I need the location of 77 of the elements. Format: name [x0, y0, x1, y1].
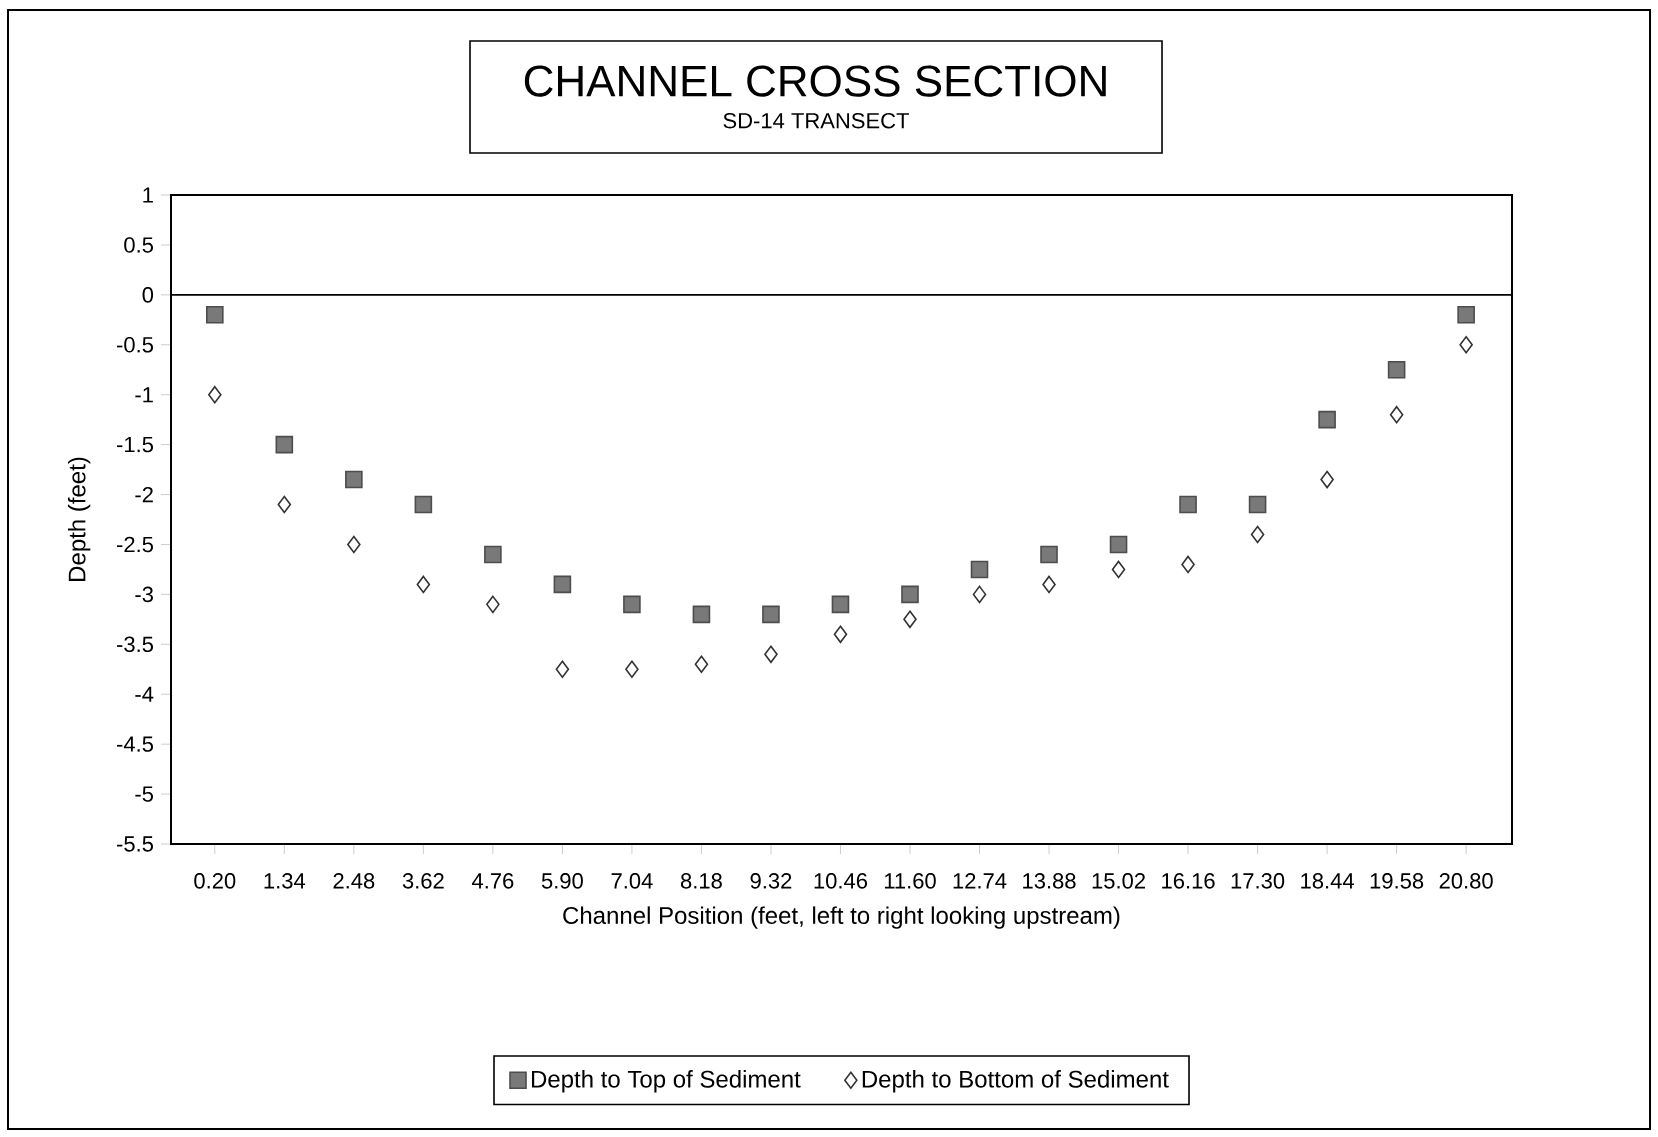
chart-title: CHANNEL CROSS SECTION: [524, 65, 1106, 97]
x-tick-label: 13.88: [1023, 873, 1076, 889]
y-tick-label: -5.5: [117, 836, 153, 852]
point: [1250, 525, 1265, 544]
y-tick-label: -4: [135, 686, 154, 702]
point: [206, 306, 224, 324]
x-tick-label: 10.46: [814, 873, 868, 889]
legend-label: Depth to Top of Sediment: [531, 1070, 801, 1093]
point: [970, 560, 989, 579]
y-tick-label: -0.5: [117, 337, 153, 353]
y-tick-label: -2.5: [117, 536, 153, 553]
point: [275, 435, 294, 454]
point: [277, 495, 292, 514]
y-tick-label: 0: [142, 287, 154, 303]
point: [831, 595, 850, 614]
point: [694, 655, 709, 674]
point: [484, 545, 502, 564]
point: [762, 605, 780, 624]
x-tick-label: 7.04: [611, 873, 653, 889]
point: [1459, 335, 1473, 354]
point: [1040, 545, 1058, 564]
y-tick-label: -2: [135, 486, 153, 503]
x-tick-label: 1.34: [264, 873, 306, 889]
x-tick-label: 16.16: [1162, 873, 1215, 889]
y-tick-label: -4.5: [117, 736, 153, 752]
x-tick-label: 11.60: [884, 873, 936, 889]
x-tick-label: 3.62: [402, 873, 444, 889]
x-tick-label: 20.80: [1439, 873, 1493, 889]
point: [833, 625, 848, 644]
x-tick-label: 5.90: [541, 873, 583, 889]
point: [901, 585, 919, 604]
point: [903, 610, 917, 629]
y-tick-label: -1: [135, 387, 153, 403]
y-tick-label: 1: [143, 187, 153, 203]
point: [972, 585, 987, 604]
x-tick-label: 15.02: [1092, 873, 1145, 889]
x-axis-title: Channel Position (feet, left to right looking upstream): [563, 906, 1120, 929]
point: [1387, 360, 1406, 379]
y-tick-label: -1.5: [117, 436, 153, 453]
point: [416, 575, 431, 594]
point: [555, 660, 570, 679]
point: [764, 645, 778, 664]
point: [1111, 560, 1126, 579]
x-tick-label: 0.20: [194, 873, 236, 889]
point: [553, 575, 572, 594]
legend-label: Depth to Bottom of Sediment: [862, 1070, 1169, 1093]
y-tick-label: -3.5: [117, 636, 153, 653]
point: [625, 660, 639, 679]
point: [1248, 495, 1267, 514]
point: [208, 385, 222, 404]
point: [486, 595, 500, 614]
x-tick-label: 12.74: [953, 873, 1007, 889]
y-tick-label: 0.5: [124, 237, 153, 253]
chart-subtitle: SD-14 TRANSECT: [723, 112, 909, 129]
point: [692, 605, 711, 624]
y-tick-label: -3: [135, 586, 153, 603]
point: [345, 470, 363, 489]
point: [1109, 535, 1128, 554]
x-tick-label: 19.58: [1370, 873, 1424, 889]
x-tick-label: 2.48: [333, 873, 375, 889]
point: [1457, 306, 1475, 324]
point: [1181, 555, 1195, 574]
point: [623, 595, 641, 614]
point: [1320, 470, 1334, 489]
point: [1179, 495, 1197, 514]
x-tick-label: 8.18: [680, 873, 722, 889]
x-tick-label: 9.32: [750, 873, 792, 889]
point: [1042, 575, 1056, 594]
y-axis-title: Depth (feet): [67, 457, 91, 581]
x-tick-label: 17.30: [1231, 873, 1285, 889]
point: [414, 495, 433, 514]
point: [1389, 405, 1404, 424]
point: [347, 535, 361, 554]
y-tick-label: -5: [135, 786, 153, 802]
x-tick-label: 18.44: [1301, 873, 1354, 889]
point: [1318, 410, 1336, 429]
x-tick-label: 4.76: [471, 873, 514, 889]
